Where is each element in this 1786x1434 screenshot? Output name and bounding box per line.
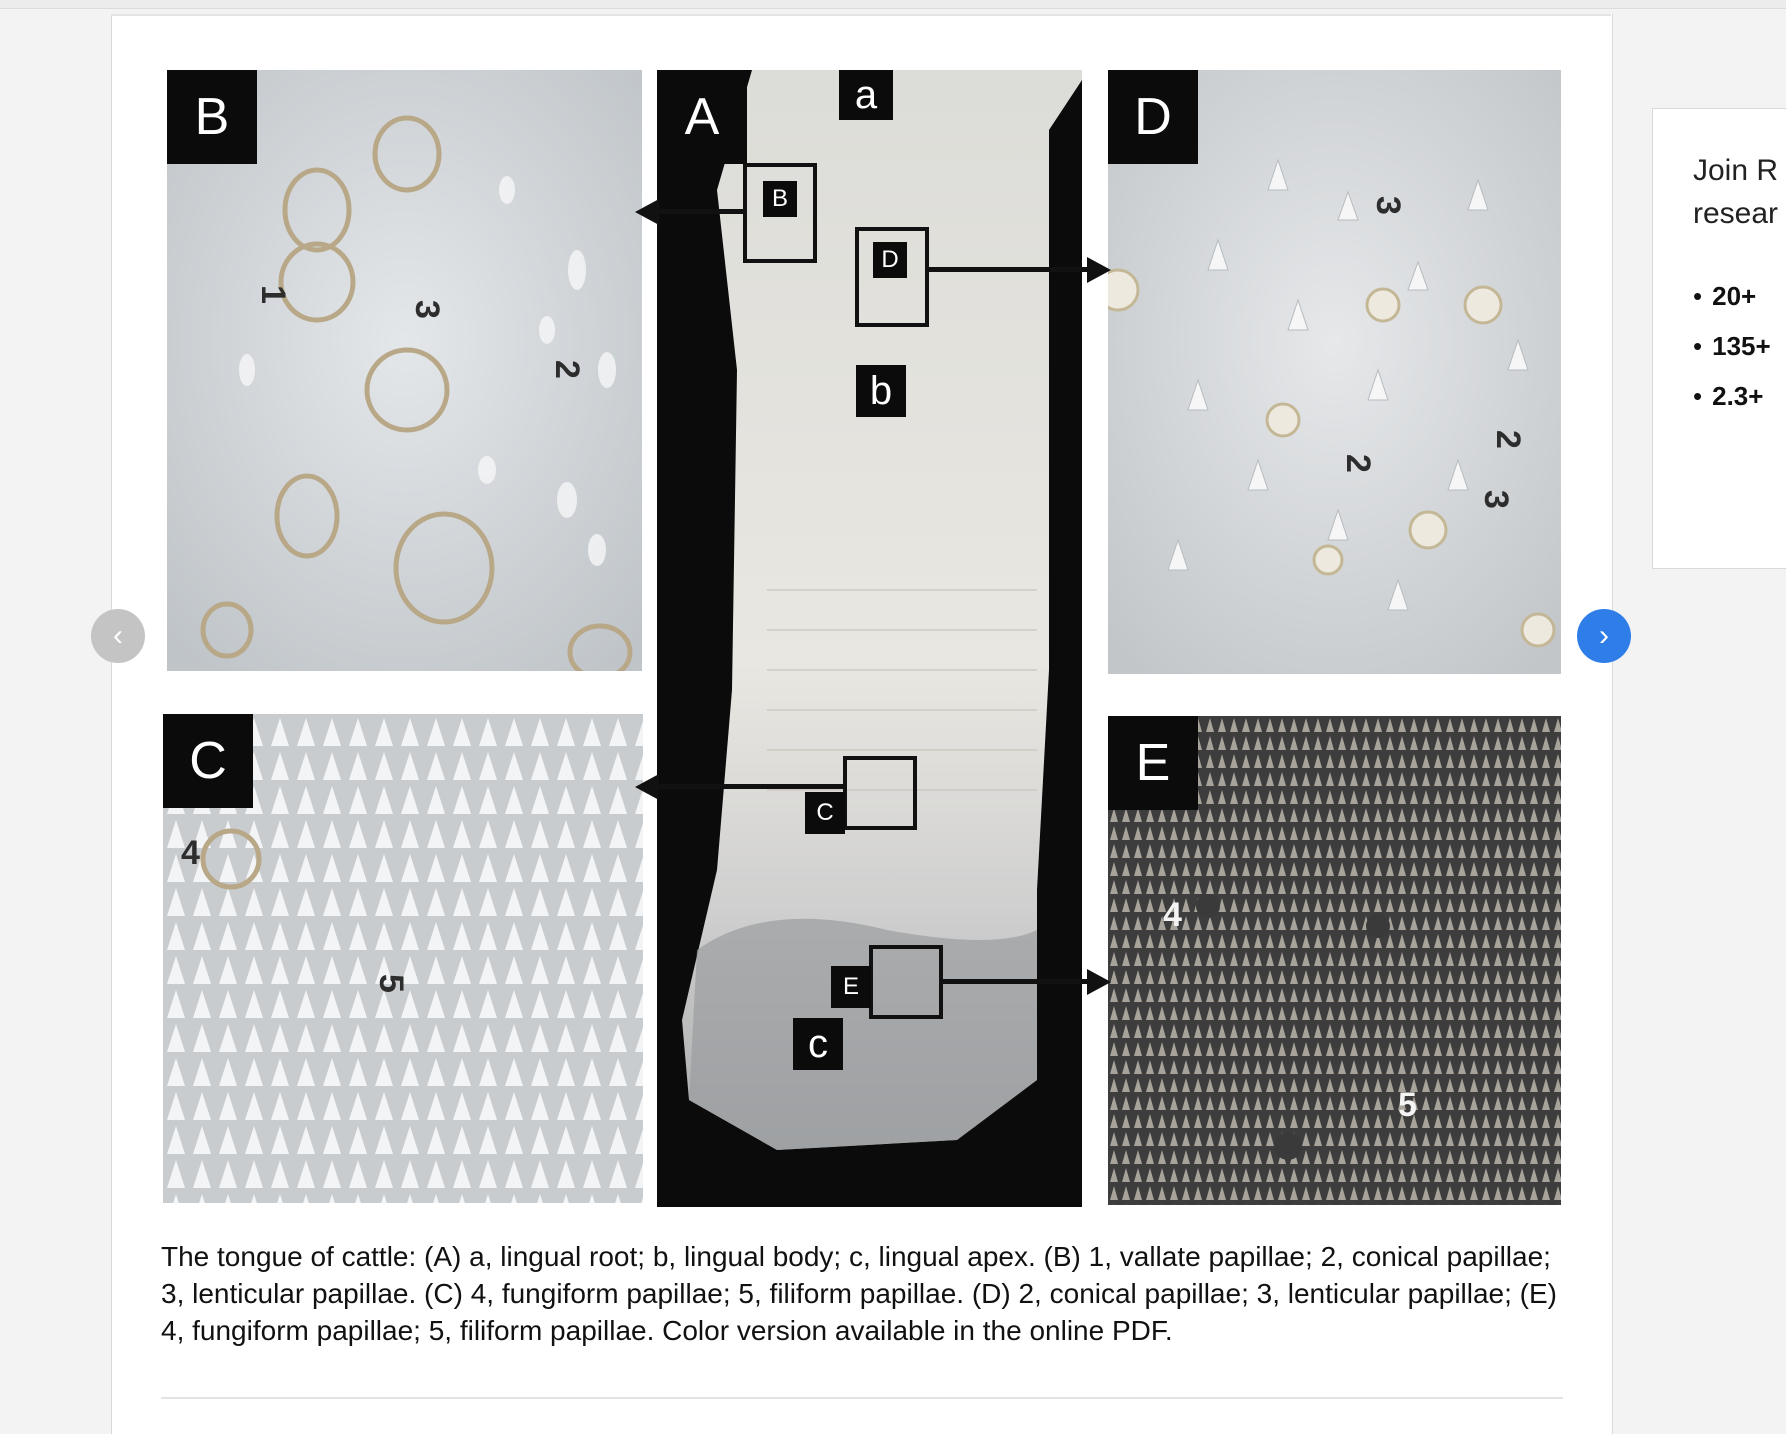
promo-title-line-1: Join R bbox=[1693, 154, 1779, 187]
inset-box-d bbox=[855, 227, 929, 327]
panel-e: E 4 5 bbox=[1108, 716, 1561, 1205]
chevron-right-icon: › bbox=[1599, 619, 1609, 652]
panel-e-label: E bbox=[1108, 716, 1198, 810]
panel-b-image bbox=[167, 70, 642, 671]
panel-d: D 3 2 2 3 bbox=[1108, 70, 1561, 674]
panel-d-number: 2 bbox=[1338, 454, 1377, 473]
inset-box-c bbox=[843, 756, 917, 830]
panel-c-number: 5 bbox=[371, 974, 410, 993]
arrowhead-b bbox=[635, 199, 659, 225]
promo-title-line-2: resear bbox=[1693, 197, 1779, 230]
top-border bbox=[0, 0, 1786, 9]
figure: B 1 3 2 A a b c B D bbox=[161, 66, 1561, 1207]
chevron-left-icon: ‹ bbox=[113, 619, 123, 652]
panel-d-number: 3 bbox=[1368, 196, 1407, 215]
panel-d-label: D bbox=[1108, 70, 1198, 164]
inset-tag-d: D bbox=[873, 242, 907, 278]
caption-divider bbox=[161, 1397, 1563, 1399]
panel-d-image bbox=[1108, 70, 1561, 674]
arrow-to-panel-e bbox=[943, 979, 1089, 984]
inset-tag-e: E bbox=[831, 966, 871, 1008]
inset-box-e bbox=[869, 945, 943, 1019]
panel-e-number: 4 bbox=[1163, 896, 1182, 934]
arrow-to-panel-d bbox=[929, 267, 1089, 272]
panel-c-label: C bbox=[163, 714, 253, 808]
panel-b: B 1 3 2 bbox=[167, 70, 642, 671]
panel-b-label: B bbox=[167, 70, 257, 164]
panel-d-number: 3 bbox=[1476, 490, 1515, 509]
arrowhead-d bbox=[1087, 257, 1111, 283]
panel-b-number: 2 bbox=[547, 360, 586, 379]
panel-c: C 4 5 bbox=[163, 714, 643, 1203]
inset-tag-c: C bbox=[805, 792, 845, 834]
arrow-to-panel-c bbox=[657, 784, 847, 789]
join-promo-card: Join R resear 20+ 135+ 2.3+ bbox=[1652, 108, 1786, 569]
next-figure-button[interactable]: › bbox=[1577, 609, 1631, 663]
arrowhead-e bbox=[1087, 969, 1111, 995]
panel-d-number: 2 bbox=[1488, 430, 1527, 449]
promo-stats-list: 20+ 135+ 2.3+ bbox=[1693, 281, 1771, 431]
promo-stat-item: 2.3+ bbox=[1693, 381, 1771, 431]
zone-b-label: b bbox=[856, 365, 906, 417]
zone-a-label: a bbox=[839, 70, 893, 120]
arrow-to-panel-b bbox=[657, 209, 747, 214]
panel-a-label: A bbox=[657, 70, 747, 164]
promo-stat-item: 135+ bbox=[1693, 331, 1771, 381]
panel-b-number: 1 bbox=[253, 285, 292, 304]
promo-title: Join R resear bbox=[1693, 149, 1778, 235]
inset-tag-b: B bbox=[763, 181, 797, 217]
zone-c-label: c bbox=[793, 1018, 843, 1070]
panel-e-number: 5 bbox=[1398, 1086, 1417, 1124]
panel-a: A a b c B D C E bbox=[657, 70, 1082, 1207]
card-top-rule bbox=[111, 14, 1611, 16]
arrowhead-c bbox=[635, 774, 659, 800]
panel-b-number: 3 bbox=[407, 300, 446, 319]
previous-figure-button[interactable]: ‹ bbox=[91, 609, 145, 663]
promo-stat-item: 20+ bbox=[1693, 281, 1771, 331]
panel-a-image bbox=[682, 70, 1082, 1150]
figure-caption: The tongue of cattle: (A) a, lingual roo… bbox=[161, 1241, 1558, 1346]
panel-c-number: 4 bbox=[181, 834, 200, 872]
